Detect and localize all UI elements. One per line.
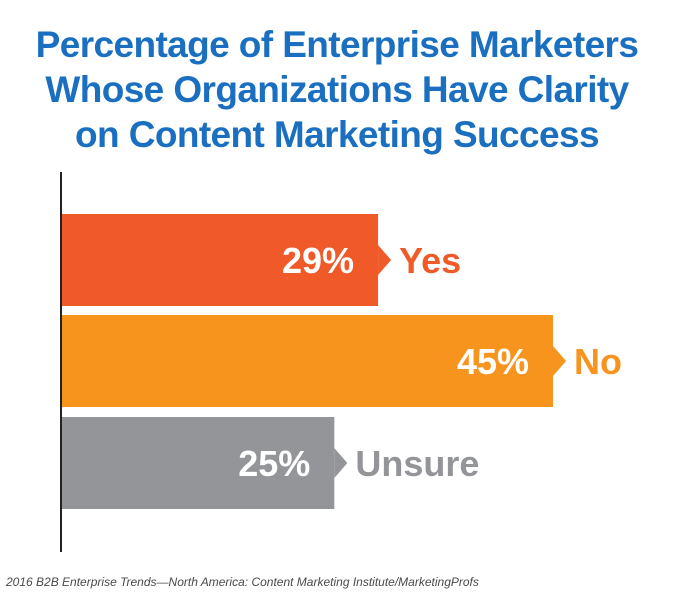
category-label-yes: Yes (399, 240, 461, 281)
value-label-yes: 29% (282, 240, 354, 281)
bar-unsure (61, 417, 335, 509)
chart-title-line-3: on Content Marketing Success (75, 114, 600, 155)
source-citation: 2016 B2B Enterprise Trends—North America… (6, 575, 479, 589)
bar-pointer-unsure (334, 448, 348, 478)
bar-pointer-no (553, 346, 566, 376)
bar-pointer-yes (378, 245, 392, 275)
category-label-no: No (574, 341, 622, 382)
value-label-unsure: 25% (238, 443, 310, 484)
chart-title: Percentage of Enterprise Marketers Whose… (0, 22, 674, 157)
bar-yes (61, 214, 379, 306)
chart-title-line-1: Percentage of Enterprise Marketers (35, 24, 639, 65)
value-label-no: 45% (457, 341, 529, 382)
chart-title-line-2: Whose Organizations Have Clarity (45, 69, 629, 110)
bar-no (61, 315, 553, 407)
category-label-unsure: Unsure (355, 443, 479, 484)
